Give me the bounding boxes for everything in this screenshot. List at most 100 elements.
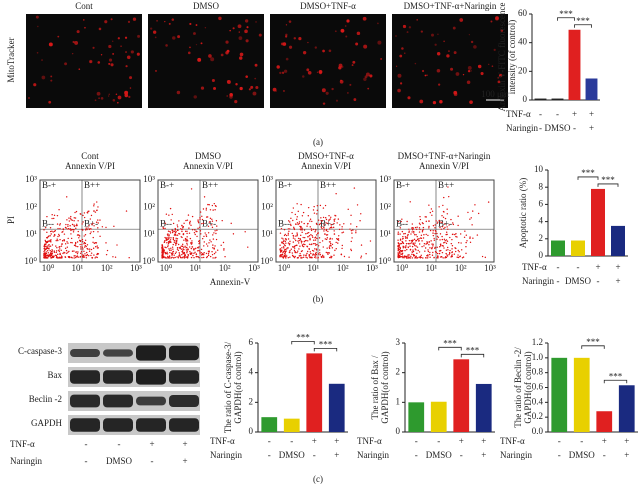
cell — [281, 71, 285, 74]
cell — [416, 19, 419, 21]
cell — [352, 60, 356, 64]
event — [186, 219, 189, 221]
event — [224, 256, 226, 258]
event — [446, 254, 448, 256]
event — [168, 255, 171, 257]
event — [456, 256, 458, 258]
blot-strip — [68, 343, 200, 363]
event — [187, 214, 190, 216]
flow-tick: 10¹ — [143, 229, 155, 239]
condition-label: DMSO — [279, 450, 306, 460]
event — [324, 233, 326, 235]
event — [445, 252, 447, 255]
cell — [459, 18, 464, 22]
event — [438, 252, 441, 255]
event — [325, 238, 328, 241]
event — [433, 239, 436, 241]
event — [313, 239, 315, 241]
event — [432, 245, 434, 247]
event — [178, 253, 181, 255]
event — [438, 219, 441, 222]
event — [73, 257, 75, 259]
event — [341, 244, 344, 247]
event — [113, 225, 115, 228]
cell — [132, 17, 137, 21]
event — [287, 238, 290, 240]
event — [446, 208, 448, 210]
event — [63, 251, 65, 254]
cell — [365, 72, 370, 77]
event — [201, 215, 203, 217]
event — [309, 251, 311, 253]
event — [191, 215, 194, 218]
cell — [467, 66, 472, 70]
event — [335, 193, 337, 195]
event — [319, 252, 321, 254]
event — [444, 241, 446, 244]
event — [317, 257, 319, 259]
flow-tick: 10³ — [261, 174, 273, 184]
event — [279, 248, 282, 250]
event — [94, 211, 97, 213]
event — [314, 243, 316, 245]
cell — [321, 88, 326, 93]
cell — [125, 65, 128, 68]
event — [400, 256, 403, 258]
event — [444, 256, 447, 258]
event — [105, 242, 107, 244]
event — [397, 233, 399, 235]
event — [167, 255, 169, 258]
cell — [397, 73, 402, 78]
event — [205, 216, 208, 218]
event — [94, 246, 97, 248]
event — [84, 239, 87, 241]
event — [329, 256, 331, 259]
event — [314, 236, 317, 238]
y-tick-label: 60 — [518, 8, 528, 18]
event — [356, 204, 359, 206]
event — [59, 227, 61, 230]
event — [298, 239, 301, 242]
event — [290, 224, 292, 227]
event — [287, 242, 290, 244]
event — [43, 229, 45, 231]
event — [173, 234, 176, 236]
event — [330, 224, 333, 226]
event — [414, 257, 416, 259]
event — [195, 247, 197, 250]
cell — [57, 35, 60, 38]
event — [309, 237, 311, 240]
cell — [497, 77, 500, 79]
event — [413, 232, 415, 234]
event — [404, 232, 406, 235]
cell — [307, 70, 312, 75]
band-label: Beclin -2 — [29, 394, 62, 404]
band — [169, 370, 199, 384]
cell — [448, 50, 450, 52]
event — [208, 204, 210, 206]
flow-tick: 10⁰ — [260, 256, 273, 266]
cell — [100, 54, 103, 56]
event — [300, 229, 302, 231]
band — [169, 395, 199, 407]
event — [308, 248, 310, 250]
event — [168, 234, 170, 236]
event — [70, 215, 72, 218]
condition-label: DMSO — [426, 450, 453, 460]
flow-tick: 10³ — [130, 263, 142, 273]
event — [182, 243, 184, 246]
event — [189, 250, 191, 253]
image-title: DMSO — [193, 1, 220, 11]
event — [283, 240, 285, 242]
event — [316, 232, 319, 235]
event — [328, 246, 331, 248]
event — [44, 239, 46, 242]
event — [73, 220, 75, 222]
event — [305, 254, 307, 257]
event — [81, 254, 83, 256]
event — [432, 234, 435, 237]
event — [340, 253, 343, 255]
event — [186, 250, 188, 253]
event — [293, 226, 295, 228]
event — [331, 227, 333, 229]
